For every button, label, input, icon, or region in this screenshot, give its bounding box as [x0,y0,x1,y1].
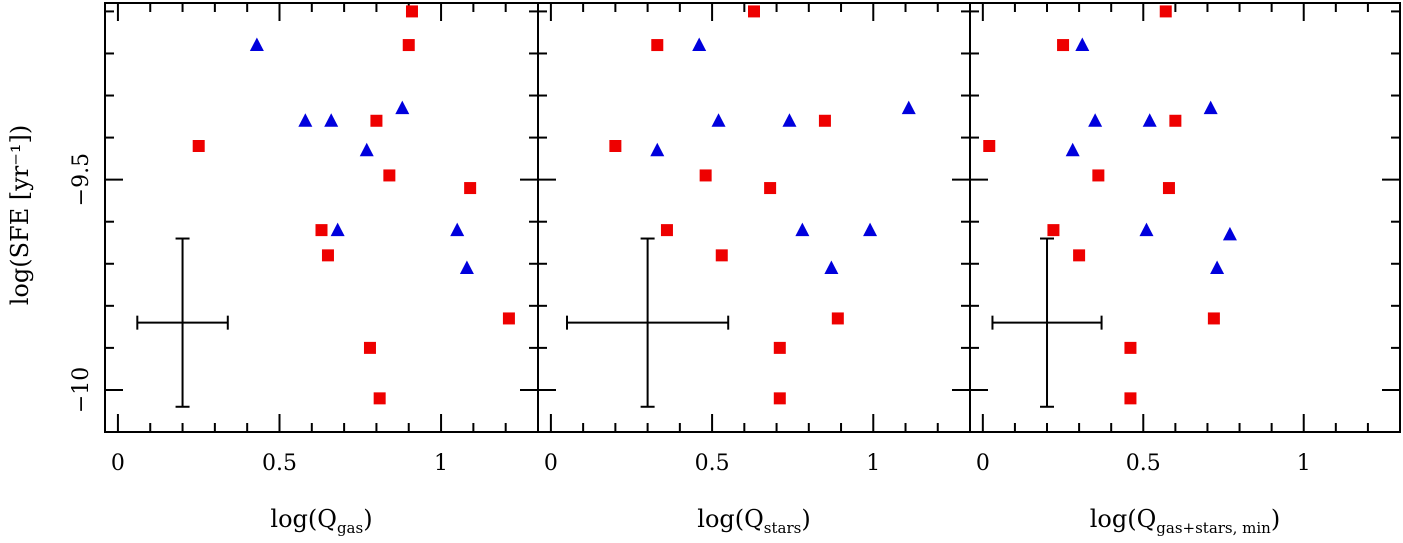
y-axis-label: log(SFE [yr⁻¹]) [6,125,34,306]
data-point-square [1159,5,1172,18]
data-point-triangle [795,222,810,237]
data-point-square [609,140,622,152]
plot-frame [969,2,1401,433]
data-point-square [764,182,777,195]
data-point-triangle [824,260,839,274]
data-point-triangle [330,222,345,237]
plot-frame [537,2,971,433]
data-point-triangle [1088,113,1103,127]
x-axis-label-close: ) [801,505,810,533]
data-point-triangle [1203,100,1218,115]
x-axis-label-sub: stars [764,519,802,537]
data-point-triangle [692,37,707,52]
data-point-square [748,5,760,18]
data-point-square [1047,224,1060,237]
x-tick-label: 1 [1297,451,1311,476]
data-point-square [363,341,376,354]
data-point-square [983,140,996,152]
x-axis-label-main: log(Q [1090,505,1157,533]
x-tick-label: 0 [976,451,990,476]
data-point-square [1057,39,1070,52]
data-point-square [699,169,712,182]
data-point-square [818,114,831,127]
data-point-triangle [395,100,410,115]
x-axis-label: log(Qstars) [697,505,810,537]
data-point-square [321,249,334,262]
panel-1: 0 0.5 1 log(Qgas) [104,2,539,537]
x-tick-label: 1 [434,451,448,476]
data-point-square [1124,341,1137,354]
x-tick-label: 1 [866,451,880,476]
data-point-square [651,39,664,52]
data-point-square [1162,182,1175,195]
x-axis-label-sub: gas [337,519,363,537]
data-point-square [660,224,673,237]
data-point-square [773,341,786,354]
data-point-triangle [459,260,474,274]
x-axis-label-main: log(Q [697,505,764,533]
data-point-triangle [1222,226,1237,241]
data-point-triangle [359,142,374,157]
data-point-square [1207,312,1220,325]
data-point-square [373,392,386,405]
data-point-triangle [1139,222,1154,237]
data-point-square [405,5,418,18]
data-point-triangle [863,222,878,237]
x-axis-label-sub: gas+stars, min [1156,519,1271,537]
data-point-square [192,140,205,152]
x-tick-label: 0.5 [1126,451,1161,476]
data-point-square [1124,392,1137,405]
x-tick-label: 0.5 [262,451,297,476]
panel-2: 0 0.5 1 log(Qstars) [537,2,971,537]
data-point-square [831,312,844,325]
data-point-triangle [650,142,665,157]
x-tick-label: 0 [544,451,558,476]
x-axis-label: log(Qgas+stars, min) [1090,505,1280,537]
data-point-triangle [711,113,726,127]
y-tick-label: −9.5 [69,153,94,206]
data-point-triangle [901,100,916,115]
panel-3: 0 0.5 1 log(Qgas+stars, min) [969,2,1401,537]
data-point-square [1169,114,1182,127]
x-axis-label-close: ) [1271,505,1280,533]
y-tick-label: −10 [69,367,94,413]
data-point-triangle [1210,260,1225,274]
data-point-triangle [1075,37,1090,52]
data-point-square [773,392,786,405]
data-point-square [370,114,383,127]
data-point-triangle [1065,142,1080,157]
data-point-triangle [249,37,264,52]
data-point-square [464,182,477,195]
data-point-triangle [1142,113,1157,127]
data-point-square [1073,249,1086,262]
data-point-square [502,312,515,325]
x-axis-label-close: ) [363,505,372,533]
data-point-square [383,169,396,182]
data-point-triangle [298,113,313,127]
data-point-square [715,249,728,262]
plot-frame [104,2,539,433]
x-axis-label-main: log(Q [270,505,337,533]
x-tick-label: 0.5 [695,451,730,476]
data-point-triangle [324,113,339,127]
x-tick-label: 0 [111,451,125,476]
data-point-square [402,39,415,52]
x-axis-label: log(Qgas) [270,505,372,537]
data-point-triangle [782,113,797,127]
data-point-square [1092,169,1105,182]
data-point-triangle [450,222,465,237]
data-point-square [315,224,328,237]
